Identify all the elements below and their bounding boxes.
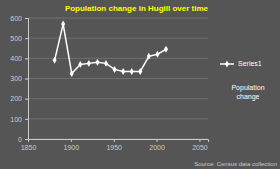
grid-line — [28, 38, 208, 39]
annotation: Populationchange — [231, 84, 264, 101]
tick: 1950 — [106, 139, 122, 151]
tick: 500 — [10, 35, 28, 42]
title: Population change in Hugill over time — [65, 4, 209, 13]
tick: 1850 — [21, 139, 37, 151]
legend-label: Series1 — [238, 60, 262, 67]
marker — [95, 59, 99, 66]
tick: 1900 — [64, 139, 80, 151]
tick-label: 600 — [10, 15, 22, 22]
tick-label: 500 — [10, 35, 22, 42]
axis-line — [25, 19, 29, 140]
marker — [130, 68, 134, 75]
marker — [147, 53, 151, 60]
tick-label: 2050 — [192, 144, 208, 151]
marker — [164, 46, 168, 53]
tick-label: 2000 — [149, 144, 165, 151]
tick-label: 0 — [18, 136, 22, 143]
marker — [87, 60, 91, 67]
tick-mark — [199, 139, 200, 142]
marker — [155, 51, 159, 58]
grid-line — [28, 118, 208, 119]
tick-mark — [157, 139, 158, 142]
tick-mark — [25, 18, 28, 19]
tick-label: 400 — [10, 55, 22, 62]
marker — [70, 70, 74, 77]
tick-mark — [71, 139, 72, 142]
grid-line — [28, 98, 208, 99]
marker — [113, 66, 117, 73]
legend-item: Series1 — [220, 60, 262, 67]
marks — [53, 21, 168, 77]
tick-label: 300 — [10, 75, 22, 82]
tick-mark — [25, 79, 28, 80]
tick: 400 — [10, 55, 28, 62]
tick: 2050 — [192, 139, 208, 151]
tick-label: 100 — [10, 116, 22, 123]
legend-marker — [225, 60, 229, 67]
marker — [53, 57, 57, 64]
chart: 1850 1900 1950 2000 2050 0 100 200 300 400 500 600 P… — [0, 0, 280, 169]
tick: 100 — [10, 116, 28, 123]
tick-mark — [25, 119, 28, 120]
tick-label: 1950 — [106, 144, 122, 151]
marker — [78, 61, 82, 68]
source-note: Source: Census data collection — [194, 161, 277, 167]
tick: 0 — [18, 136, 28, 143]
marker — [104, 60, 108, 67]
axis-line — [29, 140, 209, 143]
background — [0, 0, 280, 169]
legend: Series1 — [220, 60, 262, 67]
y-axis: 0 100 200 300 400 500 600 — [10, 15, 28, 143]
tick-label: 200 — [10, 95, 22, 102]
marker — [61, 21, 65, 28]
tick: 2000 — [149, 139, 165, 151]
tick-label: 1900 — [64, 144, 80, 151]
plot: 1850 1900 1950 2000 2050 0 100 200 300 400 500 600 — [10, 15, 208, 151]
tick: 200 — [10, 95, 28, 102]
tick-mark — [25, 58, 28, 59]
x-axis: 1850 1900 1950 2000 2050 — [21, 139, 209, 151]
tick-mark — [25, 99, 28, 100]
grid-line — [28, 78, 208, 79]
tick: 300 — [10, 75, 28, 82]
grid-line — [28, 18, 208, 19]
marker — [138, 68, 142, 75]
tick-mark — [25, 139, 28, 140]
grid — [28, 18, 208, 139]
line — [55, 24, 166, 73]
marker — [121, 68, 125, 75]
tick-mark — [114, 139, 115, 142]
tick-label: 1850 — [21, 144, 37, 151]
tick: 600 — [10, 15, 28, 22]
tick-mark — [25, 38, 28, 39]
